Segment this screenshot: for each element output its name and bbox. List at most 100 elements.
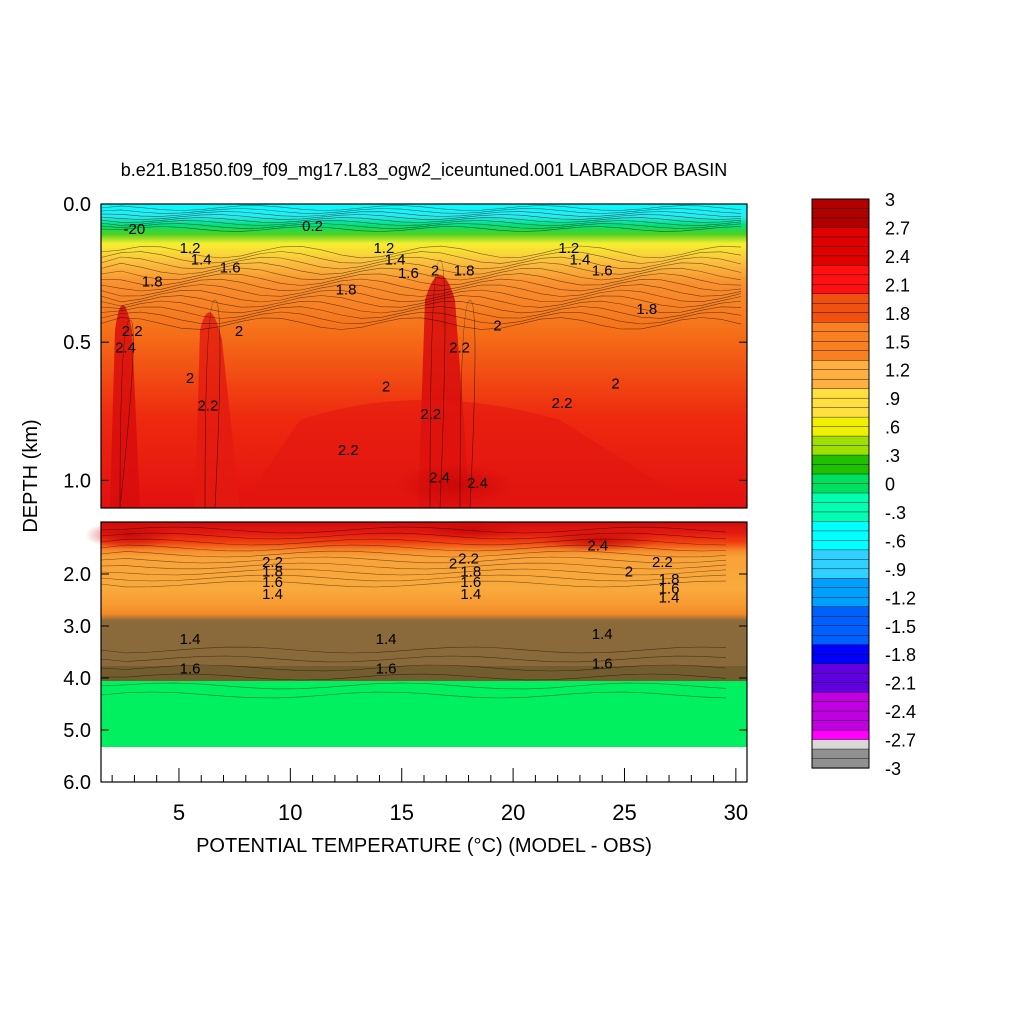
contour-label: 1.6 [592,262,613,279]
lower-hot-left [85,521,175,549]
colorbar-swatch [811,540,870,551]
lower-contour-line [100,550,727,558]
upper-plume-mid [195,312,240,508]
contour-label: 1.2 [373,240,394,257]
colorbar-swatch [811,672,870,684]
colorbar-swatch [811,293,870,304]
upper-plume-left [110,305,140,508]
contour-label: 1.8 [142,273,163,290]
upper-contour-line [100,223,742,229]
lower-panel: 2.21.81.61.42.22 1.81.61.42.42.22 1.81.61.… [63,520,748,825]
colorbar-swatch [811,578,870,589]
lower-contour-line [100,538,727,546]
colorbar-swatch [811,227,870,238]
upper-contour-line [100,217,742,223]
colorbar-swatch [811,236,870,248]
contour-label: 2.2 [122,323,143,340]
contour-label: 1.2 [180,240,201,257]
contour-label: 2.2 [262,554,283,571]
lower-contour-line [100,562,727,570]
x-axis-label: POTENTIAL TEMPERATURE (°C) (MODEL - OBS) [196,835,652,857]
x-tick-label: 15 [389,800,413,825]
colorbar-swatch [811,265,870,276]
upper-contour-line [100,262,742,275]
contour-label: 2.4 [429,470,450,487]
contour-label: 1.4 [376,631,397,648]
colorbar-swatch [811,407,870,418]
x-tick-label: 20 [501,800,525,825]
colorbar-swatch [811,208,870,219]
lower-contour-line [100,544,727,552]
colorbar-swatch [811,416,870,428]
colorbar-swatch [811,492,870,504]
colorbar-label: -.9 [885,560,906,580]
contour-label: 2 [493,318,501,335]
colorbar-label: -1.5 [885,617,916,637]
lower-hot-center [420,520,520,540]
lower-bottom-fill [101,681,747,747]
colorbar-swatch [811,284,870,295]
y-axis-label: DEPTH (km) [20,419,42,532]
lower-y-axis: 2.0 3.0 4.0 5.0 6.0 [63,564,747,794]
colorbar-swatch [811,748,870,760]
lower-contour-line [100,526,727,534]
upper-contour-line [100,295,742,308]
lower-contour-line [100,574,727,582]
contour-label: 2.2 [552,395,573,412]
colorbar-swatch [811,739,870,750]
upper-hot-spot [395,463,515,507]
contour-label: 1.8 [659,571,680,588]
colorbar-swatch [811,710,870,722]
colorbar-swatch [811,331,870,342]
contour-label: 1.4 [180,631,201,648]
contour-label: -20 [124,221,146,238]
colorbar-label: -.6 [885,531,906,551]
colorbar-swatch [811,530,870,541]
contour-label: 2.4 [115,340,136,357]
contour-label: 2 [431,262,439,279]
upper-y-axis: 0.0 0.5 1.0 [63,194,747,492]
x-tick-label: 10 [278,800,302,825]
colorbar-swatch [811,445,870,456]
colorbar-swatch [811,378,870,390]
upper-contour-line [100,251,742,264]
colorbar-label: -1.8 [885,645,916,665]
upper-contour-line [100,208,742,214]
colorbar-swatch [811,312,870,323]
upper-contour-line [100,226,742,232]
x-tick-label: 30 [724,800,748,825]
colorbar-label: 2.4 [885,247,910,267]
colorbar-swatch [811,341,870,352]
colorbar-swatch [811,274,870,285]
contour-label: 2.2 [420,406,441,423]
upper-contour-line [100,214,742,220]
colorbar-label: -.3 [885,503,906,523]
contour-label: 1.4 [460,586,481,603]
colorbar-swatch [811,701,870,712]
y-tick-label: 3.0 [63,616,91,638]
contour-label: 1.4 [569,251,590,268]
upper-contour-line [100,311,742,325]
colorbar-swatch [811,720,870,731]
colorbar-swatch [811,483,870,494]
contour-label: 1.8 [460,563,481,580]
contour-label: 2.2 [338,442,359,459]
colorbar-swatch [811,616,870,627]
colorbar-swatch [811,511,870,523]
colorbar-frame [811,198,870,769]
colorbar: 3 2.7 2.4 2.1 1.8 1.5 1.2 .9 .6 .3 0 -.3 -.6 -.9 -1.2 -… [811,190,916,779]
colorbar-swatch [811,397,870,409]
x-tick-label: 5 [173,800,185,825]
lower-contour-line [100,580,727,588]
colorbar-label: -3 [885,759,901,779]
contour-label: 2 [186,370,194,387]
upper-panel-frame [100,203,748,509]
upper-contour-line [100,317,742,330]
upper-plume-contour [119,319,134,509]
contour-label: 1.6 [460,574,481,591]
lower-contour-line [100,682,727,690]
upper-contour-line [100,256,742,270]
lower-contour-line [100,691,727,699]
